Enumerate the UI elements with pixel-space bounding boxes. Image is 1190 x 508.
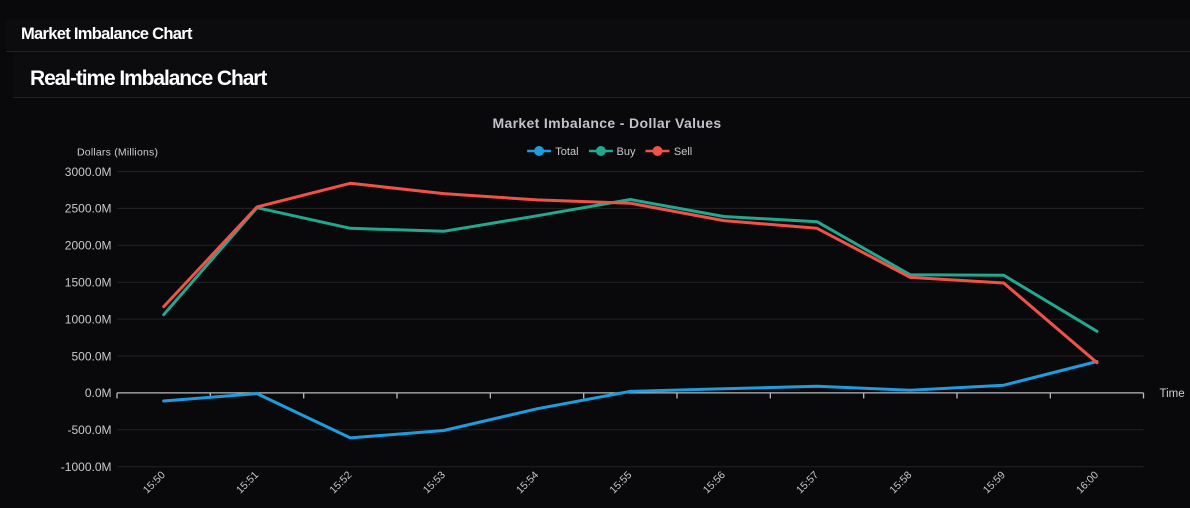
svg-text:15:58: 15:58 (887, 469, 914, 496)
svg-text:16:00: 16:00 (1074, 469, 1101, 496)
svg-text:Buy: Buy (617, 146, 636, 158)
svg-text:15:57: 15:57 (794, 469, 821, 496)
svg-text:15:51: 15:51 (234, 469, 261, 496)
svg-text:15:56: 15:56 (701, 469, 728, 496)
svg-text:Market Imbalance - Dollar Valu: Market Imbalance - Dollar Values (492, 115, 721, 131)
svg-text:15:54: 15:54 (514, 469, 541, 496)
svg-text:1000.0M: 1000.0M (65, 312, 112, 326)
svg-text:15:52: 15:52 (327, 469, 354, 496)
svg-text:2500.0M: 2500.0M (65, 202, 112, 216)
svg-text:Total: Total (555, 146, 578, 158)
svg-text:Sell: Sell (674, 146, 692, 158)
svg-text:15:59: 15:59 (981, 469, 1008, 496)
svg-text:Time: Time (1160, 388, 1185, 400)
svg-text:15:53: 15:53 (421, 469, 448, 496)
svg-text:3000.0M: 3000.0M (65, 165, 112, 179)
svg-text:15:55: 15:55 (607, 469, 634, 496)
svg-text:15:50: 15:50 (141, 469, 168, 496)
svg-text:2000.0M: 2000.0M (65, 239, 112, 253)
svg-text:1500.0M: 1500.0M (65, 276, 112, 290)
svg-text:Dollars (Millions): Dollars (Millions) (77, 147, 158, 159)
svg-text:-1000.0M: -1000.0M (61, 460, 112, 474)
svg-text:0.0M: 0.0M (85, 386, 112, 400)
svg-text:500.0M: 500.0M (71, 349, 111, 363)
svg-text:-500.0M: -500.0M (67, 423, 111, 437)
